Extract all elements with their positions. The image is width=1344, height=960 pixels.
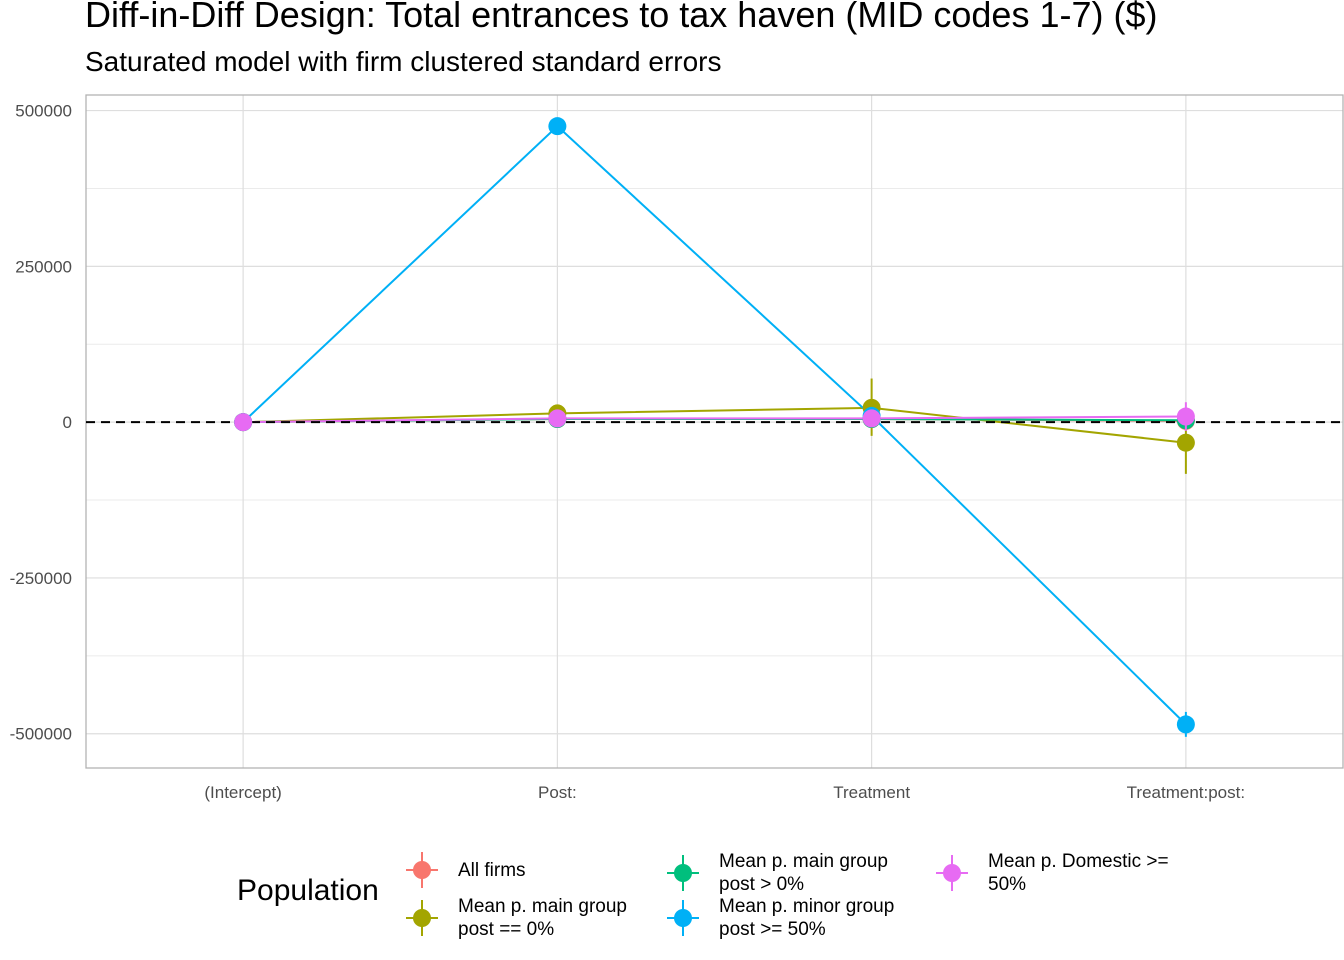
legend-item: All firms — [404, 850, 526, 890]
legend-key-point — [674, 864, 692, 882]
legend-key-point — [943, 864, 961, 882]
x-tick-label: Treatment:post: — [1127, 783, 1245, 802]
legend-key-point — [413, 909, 431, 927]
legend-key — [936, 855, 968, 891]
chart-title: Diff-in-Diff Design: Total entrances to … — [85, 0, 1158, 35]
panel-border — [85, 94, 1344, 769]
legend-item: Mean p. minor group post >= 50% — [665, 895, 894, 941]
legend-label: Mean p. main group post > 0% — [719, 851, 888, 895]
legend-label: Mean p. minor group post >= 50% — [719, 896, 895, 940]
data-point — [1176, 715, 1195, 734]
series-line — [243, 415, 1186, 424]
x-tick-label: Post: — [538, 783, 577, 802]
legend-item: Mean p. main group post > 0% — [665, 850, 888, 896]
legend-key-point — [674, 909, 692, 927]
legend-key — [667, 900, 699, 936]
x-tick-label: (Intercept) — [204, 783, 281, 802]
legend-key — [406, 852, 438, 888]
data-point — [1176, 433, 1195, 452]
y-tick-label: 0 — [63, 413, 72, 432]
data-point — [548, 409, 567, 428]
data-point — [234, 413, 253, 432]
legend-item: Mean p. Domestic >= 50% — [934, 850, 1169, 896]
legend-item: Mean p. main group post == 0% — [404, 895, 627, 941]
legend-label: All firms — [458, 859, 526, 881]
legend-label: Mean p. main group post == 0% — [458, 896, 627, 940]
y-tick-label: 500000 — [15, 102, 72, 121]
y-tick-label: -500000 — [10, 725, 72, 744]
data-point — [862, 409, 881, 428]
data-point — [1176, 407, 1195, 426]
legend-key-point — [413, 861, 431, 879]
y-tick-label: -250000 — [10, 569, 72, 588]
legend-title: Population — [237, 874, 379, 907]
series-line — [243, 406, 1186, 444]
legend-key — [406, 900, 438, 936]
legend-key — [667, 855, 699, 891]
chart-subtitle: Saturated model with firm clustered stan… — [85, 46, 722, 77]
series-line — [242, 124, 1187, 726]
y-tick-label: 250000 — [15, 257, 72, 276]
x-tick-label: Treatment — [833, 783, 910, 802]
data-point — [548, 117, 567, 136]
legend-label: Mean p. Domestic >= 50% — [988, 851, 1169, 895]
